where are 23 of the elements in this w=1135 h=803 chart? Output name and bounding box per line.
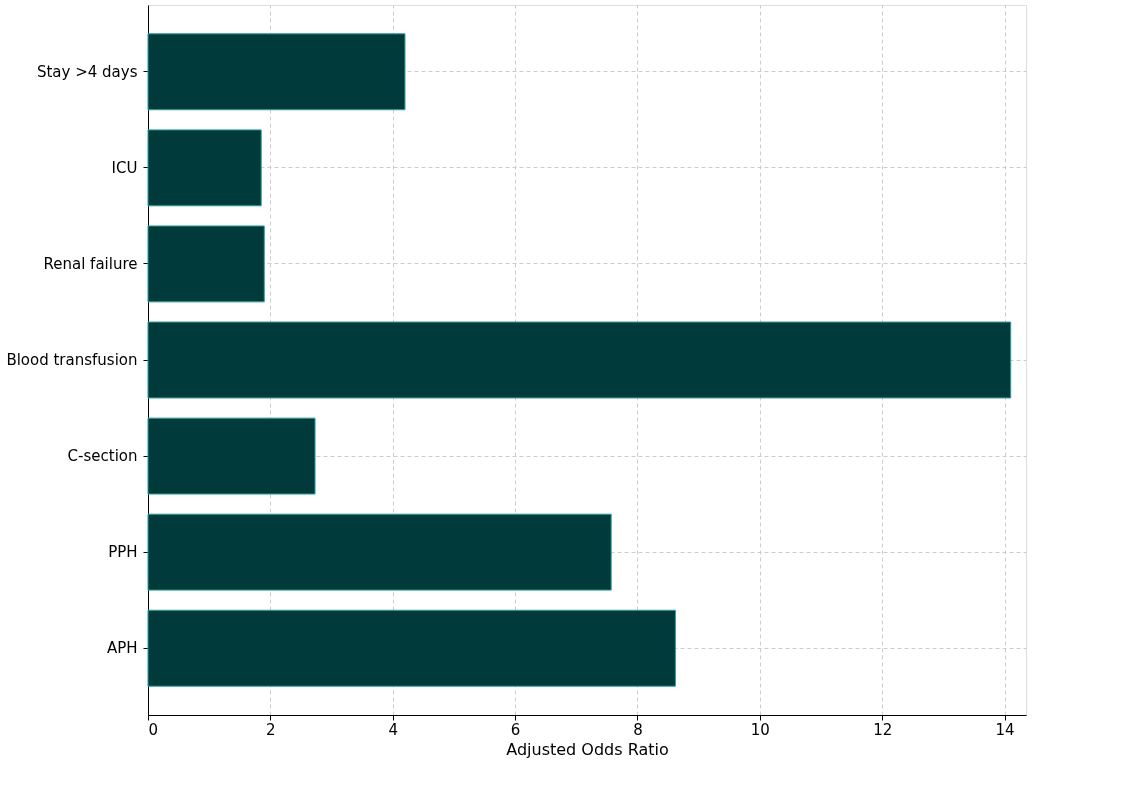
bar bbox=[147, 513, 612, 591]
bar bbox=[147, 225, 265, 303]
bar bbox=[147, 321, 1012, 399]
x-tick-label: 12 bbox=[873, 720, 893, 739]
x-tick-label: 2 bbox=[266, 720, 276, 739]
bar bbox=[147, 609, 676, 687]
bar bbox=[147, 417, 316, 495]
bar bbox=[147, 33, 406, 111]
x-tick-label: 10 bbox=[750, 720, 770, 739]
bar bbox=[147, 129, 262, 207]
x-axis-title: Adjusted Odds Ratio bbox=[506, 739, 669, 759]
y-tick-label: PPH bbox=[108, 543, 138, 562]
x-tick-label: 14 bbox=[995, 720, 1015, 739]
y-tick-label: C-section bbox=[67, 447, 138, 466]
y-tick-label: Blood transfusion bbox=[6, 351, 138, 369]
x-tick-label: 8 bbox=[633, 720, 643, 739]
x-tick-label: 0 bbox=[148, 720, 159, 739]
x-tick-label: 6 bbox=[510, 720, 521, 739]
y-tick-label: Renal failure bbox=[43, 254, 138, 273]
y-tick-label: APH bbox=[106, 639, 138, 658]
x-tick-label: 4 bbox=[388, 720, 399, 739]
y-tick-label: ICU bbox=[111, 158, 138, 177]
y-tick-label: Stay >4 days bbox=[36, 62, 138, 81]
